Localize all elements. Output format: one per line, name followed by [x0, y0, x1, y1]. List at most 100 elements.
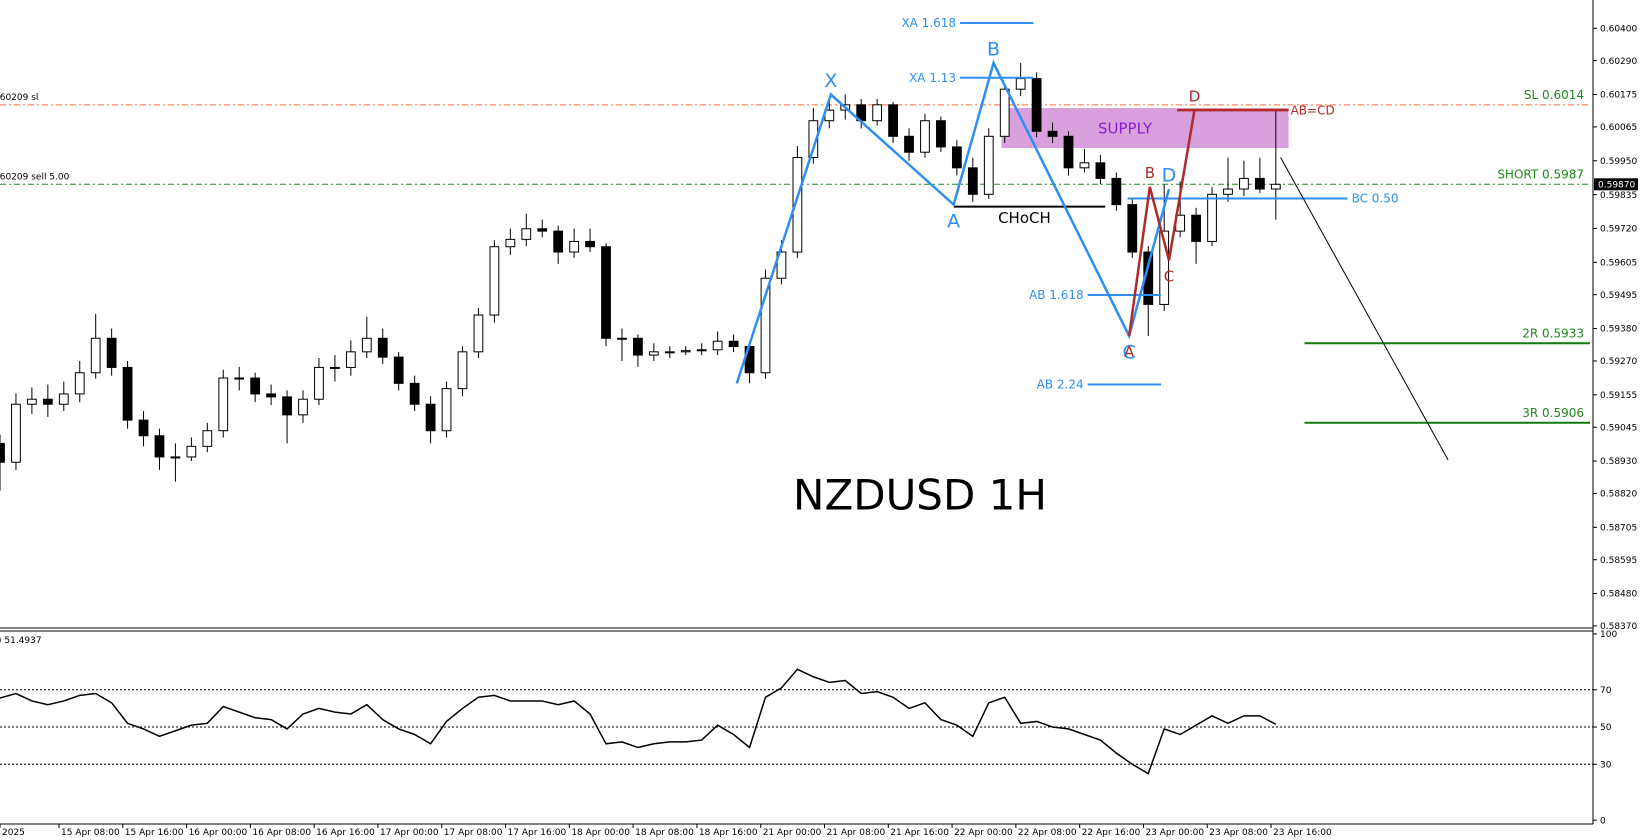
candle-body — [1159, 230, 1170, 305]
supply-zone — [1001, 108, 1289, 149]
candle-body — [983, 135, 994, 195]
current-price-label: 0.59870 — [1598, 180, 1635, 190]
x-tick-label: 17 Apr 00:00 — [380, 828, 439, 838]
candle-body — [601, 246, 611, 339]
candle-body — [74, 372, 85, 395]
order-label: 460209 sell 5.00 — [0, 172, 70, 182]
y-tick-label: 0.59495 — [1600, 291, 1637, 301]
candle-body — [633, 337, 643, 356]
pattern-point-label: A — [947, 210, 960, 232]
candle-body — [186, 445, 197, 458]
rsi-tick-label: 100 — [1600, 630, 1617, 640]
rsi-tick-label: 30 — [1600, 760, 1612, 770]
y-tick-label: 0.58820 — [1600, 490, 1637, 500]
y-tick-label: 0.59605 — [1600, 258, 1637, 268]
candle-body — [298, 398, 308, 416]
candle-body — [776, 251, 787, 279]
candle-body — [1270, 183, 1281, 190]
abcd-point-label: C — [1164, 268, 1174, 286]
pattern-point-label: C — [1122, 342, 1135, 364]
candle-body — [314, 366, 324, 400]
candle-body — [617, 337, 627, 340]
candle-body — [250, 377, 261, 395]
candle-body — [808, 120, 819, 159]
candle-body — [1239, 177, 1249, 190]
candle-body — [872, 104, 883, 122]
candle-body — [1223, 188, 1233, 195]
abcd-point-label: D — [1189, 87, 1201, 105]
x-tick-label: 23 Apr 08:00 — [1209, 828, 1268, 838]
x-tick-label: 18 Apr 00:00 — [571, 828, 630, 838]
candle-body — [569, 240, 580, 253]
x-tick-label: 23 Apr 00:00 — [1145, 828, 1204, 838]
choch-label: CHoCH — [998, 209, 1051, 227]
x-tick-label: 18 Apr 08:00 — [635, 828, 694, 838]
fib-label: XA 1.618 — [901, 16, 956, 30]
x-tick-label: 16 Apr 08:00 — [252, 828, 311, 838]
candle-body — [90, 337, 101, 374]
y-tick-label: 0.60400 — [1600, 24, 1637, 34]
x-tick-label: 17 Apr 16:00 — [508, 828, 567, 838]
candle-body — [377, 337, 388, 358]
candle-body — [680, 350, 691, 353]
candle-body — [106, 337, 117, 368]
y-tick-label: 0.59270 — [1600, 357, 1637, 367]
chart-title: NZDUSD 1H — [793, 471, 1047, 520]
candle-body — [1095, 162, 1106, 179]
rsi-tick-label: 70 — [1600, 686, 1612, 696]
candle-body — [361, 337, 372, 353]
y-tick-label: 0.60065 — [1600, 123, 1637, 133]
y-tick-label: 0.58595 — [1600, 556, 1637, 566]
y-tick-label: 0.58480 — [1600, 590, 1637, 600]
y-tick-label: 0.58370 — [1600, 622, 1637, 632]
x-tick-label: 16 Apr 16:00 — [316, 828, 375, 838]
y-tick-label: 0.60290 — [1600, 57, 1637, 67]
candle-body — [425, 403, 436, 432]
candle-body — [537, 228, 548, 232]
candle-body — [967, 167, 978, 195]
abcd-point-label: A — [1124, 343, 1135, 361]
candle-body — [409, 382, 420, 405]
candle-body — [27, 398, 37, 405]
x-tick-label: 17 Apr 08:00 — [444, 828, 503, 838]
candle-body — [138, 419, 149, 437]
candle-body — [1207, 193, 1217, 242]
order-label: 460209 sl — [0, 93, 38, 103]
x-tick-label: 15 Apr 16:00 — [125, 828, 184, 838]
x-tick-label: 22 Apr 00:00 — [954, 828, 1013, 838]
y-tick-label: 0.59950 — [1600, 157, 1637, 167]
abcd-line — [1127, 109, 1196, 337]
candle-body — [330, 366, 340, 369]
x-tick-label: 2025 — [2, 828, 25, 838]
candle-body — [951, 146, 962, 169]
fib-label: AB 1.618 — [1029, 288, 1084, 302]
rsi-tick-label: 50 — [1600, 723, 1612, 733]
pattern-line — [735, 59, 1171, 384]
candle-body — [218, 377, 229, 432]
x-tick-label: 18 Apr 16:00 — [699, 828, 758, 838]
candle-body — [1254, 177, 1265, 190]
candle-body — [266, 393, 276, 398]
y-tick-label: 0.59835 — [1600, 191, 1637, 201]
candle-body — [760, 277, 771, 374]
current-price-box — [1594, 178, 1638, 191]
x-tick-label: 22 Apr 08:00 — [1018, 828, 1077, 838]
x-tick-label: 21 Apr 08:00 — [827, 828, 886, 838]
candle-body — [122, 366, 133, 421]
candle-body — [393, 356, 404, 384]
candle-body — [553, 230, 564, 253]
candle-body — [696, 349, 707, 352]
candle-body — [1047, 130, 1058, 137]
candle-body — [936, 120, 946, 148]
supply-label: SUPPLY — [1098, 119, 1153, 137]
level-label: 2R 0.5933 — [1522, 326, 1584, 340]
pattern-point-label: B — [987, 39, 1000, 61]
pattern-point-label: D — [1162, 165, 1177, 187]
y-tick-label: 0.59720 — [1600, 225, 1637, 235]
rsi-tick-label: 0 — [1600, 816, 1606, 826]
candle-body — [58, 393, 69, 405]
level-label: 3R 0.5906 — [1522, 406, 1584, 420]
x-tick-label: 22 Apr 16:00 — [1082, 828, 1141, 838]
rsi-label: ) 51.4937 — [0, 636, 42, 646]
